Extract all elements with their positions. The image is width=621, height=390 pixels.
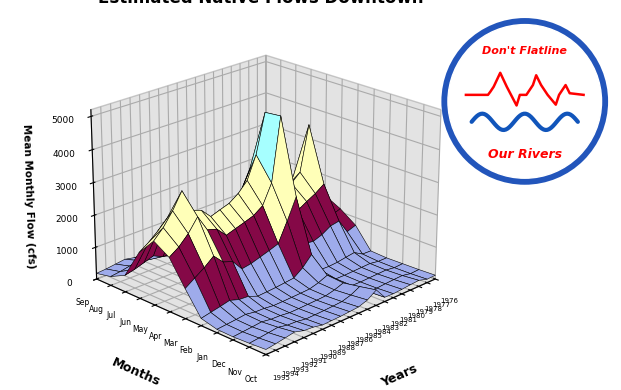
Text: Don't Flatline: Don't Flatline <box>483 46 567 56</box>
Text: Our Rivers: Our Rivers <box>487 148 562 161</box>
Circle shape <box>448 25 602 178</box>
X-axis label: Years: Years <box>379 363 419 390</box>
Circle shape <box>442 18 608 185</box>
Title: Estimated Native Flows Downtown: Estimated Native Flows Downtown <box>98 0 424 7</box>
Y-axis label: Months: Months <box>109 356 162 389</box>
